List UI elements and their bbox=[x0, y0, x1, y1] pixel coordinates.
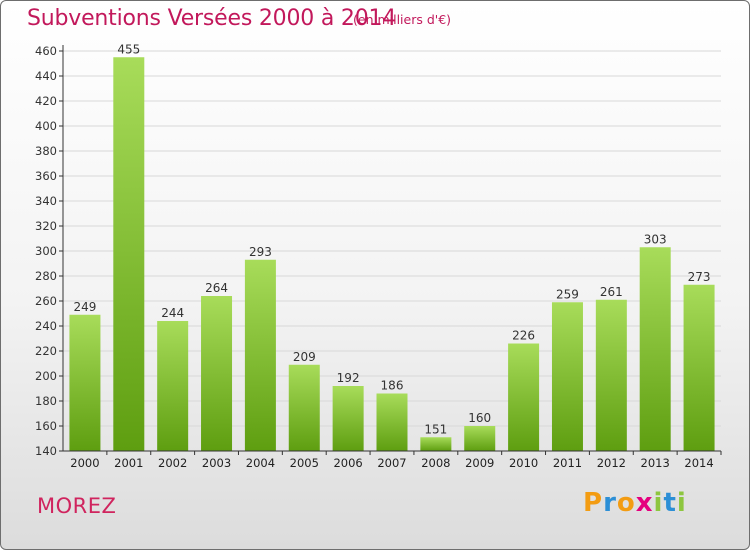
x-tick-label: 2002 bbox=[158, 456, 187, 470]
bar bbox=[332, 386, 364, 451]
y-tick-label: 160 bbox=[35, 419, 57, 433]
x-tick-label: 2013 bbox=[641, 456, 670, 470]
logo-letter: r bbox=[603, 488, 617, 518]
y-tick-label: 380 bbox=[35, 144, 57, 158]
data-label: 186 bbox=[381, 379, 404, 393]
y-tick-label: 360 bbox=[35, 169, 57, 183]
x-tick-label: 2006 bbox=[333, 456, 362, 470]
data-label: 226 bbox=[512, 329, 535, 343]
y-tick-label: 180 bbox=[35, 394, 57, 408]
bar bbox=[639, 247, 671, 451]
x-tick-label: 2014 bbox=[684, 456, 713, 470]
bar bbox=[113, 57, 145, 451]
y-tick-label: 440 bbox=[35, 69, 57, 83]
data-label: 273 bbox=[688, 270, 711, 284]
data-label: 455 bbox=[117, 42, 140, 56]
logo-letter: P bbox=[583, 488, 604, 518]
data-label: 259 bbox=[556, 287, 579, 301]
y-tick-label: 300 bbox=[35, 244, 57, 258]
bar bbox=[464, 426, 496, 451]
logo-letter: t bbox=[663, 488, 677, 518]
y-tick-label: 460 bbox=[35, 44, 57, 58]
chart-title: Subventions Versées 2000 à 2014 bbox=[27, 6, 397, 31]
bar bbox=[157, 321, 189, 451]
x-tick-label: 2007 bbox=[377, 456, 406, 470]
bar bbox=[244, 259, 276, 451]
chart-subtitle: (en milliers d'€) bbox=[353, 12, 452, 27]
x-tick-label: 2000 bbox=[70, 456, 99, 470]
x-tick-label: 2008 bbox=[421, 456, 450, 470]
data-label: 160 bbox=[468, 411, 491, 425]
data-label: 303 bbox=[644, 232, 667, 246]
bar bbox=[201, 296, 233, 451]
bar bbox=[508, 343, 540, 451]
proxiti-logo: Proxiti bbox=[583, 488, 687, 518]
data-label: 244 bbox=[161, 306, 184, 320]
y-tick-label: 200 bbox=[35, 369, 57, 383]
y-tick-label: 340 bbox=[35, 194, 57, 208]
x-tick-label: 2004 bbox=[246, 456, 275, 470]
data-label: 261 bbox=[600, 285, 623, 299]
logo-letter: i bbox=[653, 488, 664, 518]
logo-letter: o bbox=[616, 488, 636, 518]
y-tick-label: 140 bbox=[35, 444, 57, 458]
data-label: 264 bbox=[205, 281, 228, 295]
data-label: 249 bbox=[73, 300, 96, 314]
x-tick-label: 2005 bbox=[290, 456, 319, 470]
bar bbox=[595, 299, 627, 451]
data-label: 192 bbox=[337, 371, 360, 385]
y-tick-label: 320 bbox=[35, 219, 57, 233]
data-label: 151 bbox=[424, 422, 447, 436]
bar bbox=[551, 302, 583, 451]
y-tick-label: 420 bbox=[35, 94, 57, 108]
bar bbox=[69, 314, 101, 451]
x-tick-label: 2003 bbox=[202, 456, 231, 470]
bar bbox=[420, 437, 452, 451]
commune-name: MOREZ bbox=[37, 494, 117, 518]
x-tick-label: 2011 bbox=[553, 456, 582, 470]
data-label: 209 bbox=[293, 350, 316, 364]
bar bbox=[683, 284, 715, 451]
y-tick-label: 240 bbox=[35, 319, 57, 333]
x-tick-label: 2012 bbox=[597, 456, 626, 470]
y-tick-label: 400 bbox=[35, 119, 57, 133]
logo-letter: i bbox=[676, 488, 687, 518]
logo-letter: x bbox=[635, 488, 654, 518]
bar bbox=[376, 393, 408, 451]
x-tick-label: 2010 bbox=[509, 456, 538, 470]
x-tick-label: 2009 bbox=[465, 456, 494, 470]
y-tick-label: 280 bbox=[35, 269, 57, 283]
y-tick-label: 220 bbox=[35, 344, 57, 358]
y-tick-label: 260 bbox=[35, 294, 57, 308]
x-tick-label: 2001 bbox=[114, 456, 143, 470]
bar bbox=[288, 364, 320, 451]
data-label: 293 bbox=[249, 245, 272, 259]
